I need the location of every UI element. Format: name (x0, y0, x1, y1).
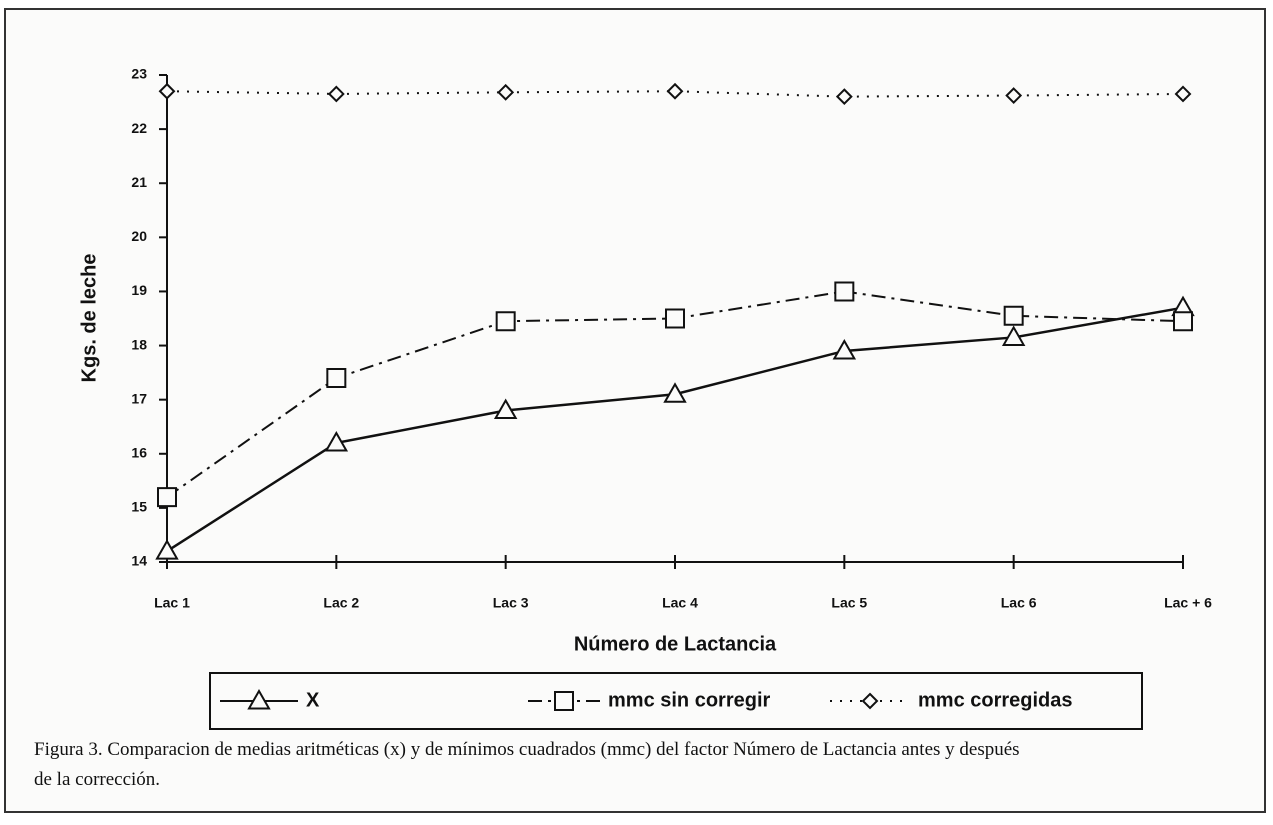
series-line (166, 306, 1184, 553)
x-tick-label: Lac 2 (323, 595, 359, 611)
x-tick-label: Lac 5 (831, 595, 867, 611)
data-point (1173, 311, 1193, 332)
data-point (1174, 85, 1192, 103)
data-point (832, 338, 857, 360)
y-tick-label: 20 (131, 228, 147, 244)
legend-marker (247, 688, 271, 710)
data-point (835, 88, 853, 106)
data-point (157, 487, 177, 508)
x-tick-label: Lac 4 (662, 595, 698, 611)
y-tick-label: 22 (131, 120, 147, 136)
legend-label: mmc sin corregir (608, 689, 771, 711)
legend-box (209, 672, 1143, 730)
data-point (158, 82, 176, 100)
data-point (497, 83, 515, 101)
x-tick-label: Lac 1 (154, 595, 190, 611)
x-tick-label: Lac + 6 (1164, 595, 1212, 611)
caption: Figura 3. Comparacion de medias aritméti… (34, 739, 1020, 790)
data-point (155, 539, 179, 560)
data-point (326, 368, 347, 389)
y-tick-label: 23 (131, 66, 147, 82)
y-tick-label: 15 (131, 499, 147, 515)
y-tick-label: 19 (131, 282, 147, 298)
y-tick-label: 14 (131, 553, 147, 569)
y-tick-label: 17 (131, 390, 147, 406)
legend-label: X (306, 689, 320, 711)
figure-frame (4, 8, 1266, 813)
data-point (665, 308, 685, 329)
data-point (1001, 325, 1026, 346)
y-tick-label: 21 (131, 174, 147, 190)
data-point (327, 85, 345, 103)
x-tick-label: Lac 3 (493, 595, 529, 611)
y-axis-title: Kgs. de leche (78, 254, 100, 383)
y-tick-label: 16 (131, 444, 147, 460)
x-axis-title: Número de Lactancia (574, 633, 777, 655)
legend-label: mmc corregidas (918, 689, 1073, 711)
data-point (495, 311, 516, 332)
x-tick-label: Lac 6 (1001, 595, 1037, 611)
data-point (834, 281, 855, 302)
data-point (1003, 305, 1024, 326)
data-point (493, 398, 518, 419)
legend-marker (861, 692, 879, 710)
legend-marker (554, 691, 574, 711)
data-point (1005, 87, 1023, 104)
data-point (666, 82, 684, 100)
y-tick-label: 18 (131, 336, 147, 352)
data-point (663, 382, 687, 403)
data-point (324, 430, 349, 452)
